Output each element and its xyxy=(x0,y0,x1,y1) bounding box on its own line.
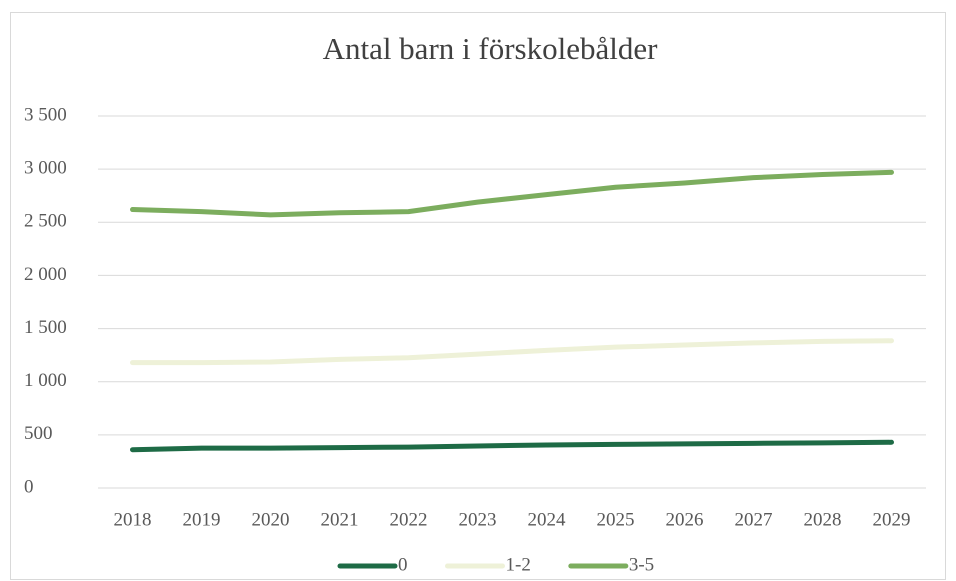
legend-label: 3-5 xyxy=(629,554,654,575)
y-tick-label: 2 500 xyxy=(24,211,67,232)
chart-title: Antal barn i förskolebålder xyxy=(323,31,659,66)
y-tick-label: 1 000 xyxy=(24,370,67,391)
x-tick-label: 2029 xyxy=(873,509,911,530)
x-tick-label: 2024 xyxy=(528,509,567,530)
y-tick-label: 3 000 xyxy=(24,158,67,179)
x-tick-label: 2025 xyxy=(597,509,635,530)
x-tick-label: 2026 xyxy=(666,509,704,530)
y-tick-label: 1 500 xyxy=(24,317,67,338)
series-line xyxy=(130,439,894,453)
series-line xyxy=(130,338,894,366)
x-tick-label: 2018 xyxy=(114,509,152,530)
y-tick-label: 0 xyxy=(24,476,34,497)
chart-border xyxy=(10,12,946,580)
x-tick-label: 2021 xyxy=(321,509,359,530)
x-tick-label: 2023 xyxy=(459,509,497,530)
y-tick-label: 2 000 xyxy=(24,264,67,285)
legend-label: 1-2 xyxy=(506,554,531,575)
x-tick-label: 2020 xyxy=(252,509,290,530)
series-line xyxy=(130,169,894,218)
y-tick-label: 3 500 xyxy=(24,104,67,125)
x-tick-label: 2022 xyxy=(390,509,428,530)
x-tick-label: 2028 xyxy=(804,509,842,530)
legend-label: 0 xyxy=(398,554,408,575)
x-tick-label: 2027 xyxy=(735,509,773,530)
x-tick-label: 2019 xyxy=(183,509,221,530)
y-tick-label: 500 xyxy=(24,423,53,444)
